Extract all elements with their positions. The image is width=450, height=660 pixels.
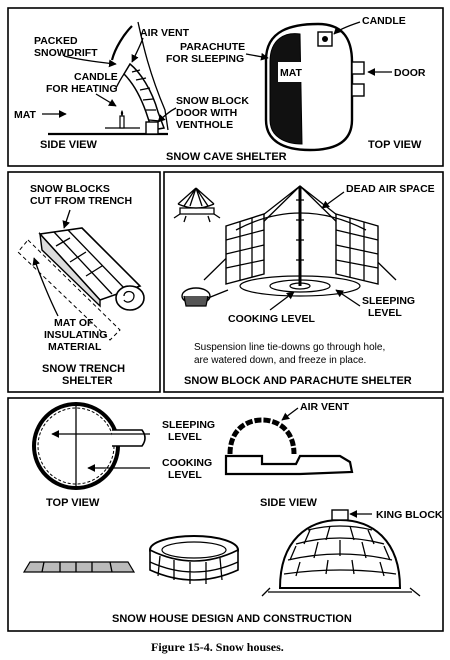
- label-packed-snowdrift: PACKED: [34, 35, 78, 47]
- label-house-cooking-2: LEVEL: [168, 469, 202, 481]
- label-king-block: KING BLOCK: [376, 509, 443, 521]
- caption-house-top-view: TOP VIEW: [46, 497, 100, 509]
- label-cooking-level: COOKING LEVEL: [228, 313, 316, 325]
- label-sleeping-level-2: LEVEL: [368, 307, 402, 319]
- panel-snow-house-frame: [7, 397, 444, 632]
- label-snow-block-door-2: DOOR WITH: [176, 107, 237, 119]
- label-snow-block-door-3: VENTHOLE: [176, 119, 233, 131]
- label-parachute-sleeping: PARACHUTE: [180, 41, 245, 53]
- caption-snow-trench-2: SHELTER: [62, 375, 113, 387]
- label-house-air-vent: AIR VENT: [300, 401, 350, 413]
- label-snow-block-door: SNOW BLOCK: [176, 95, 249, 107]
- caption-house-side-view: SIDE VIEW: [260, 497, 317, 509]
- caption-cave-side-view: SIDE VIEW: [40, 139, 97, 151]
- label-snow-blocks: SNOW BLOCKS: [30, 183, 110, 195]
- note-suspension-lines-2: are watered down, and freeze in place.: [194, 355, 366, 366]
- note-suspension-lines: Suspension line tie-downs go through hol…: [194, 342, 385, 353]
- label-candle-heating-2: FOR HEATING: [46, 83, 118, 95]
- panel-snow-cave-frame: [7, 7, 444, 167]
- label-door-top: DOOR: [394, 67, 426, 79]
- label-insulating-mat: MAT OF: [54, 317, 94, 329]
- label-air-vent-side: AIR VENT: [140, 27, 190, 39]
- label-candle-heating: CANDLE: [74, 71, 118, 83]
- label-mat-top: MAT: [280, 67, 303, 79]
- caption-snow-cave-shelter: SNOW CAVE SHELTER: [166, 151, 287, 163]
- label-mat-side: MAT: [14, 109, 37, 121]
- label-sleeping-level: SLEEPING: [362, 295, 415, 307]
- label-house-sleeping: SLEEPING: [162, 419, 215, 431]
- caption-snow-house-design: SNOW HOUSE DESIGN AND CONSTRUCTION: [112, 613, 352, 625]
- label-parachute-sleeping-2: FOR SLEEPING: [166, 53, 244, 65]
- snow-cave-side-view: [42, 21, 177, 136]
- label-snow-blocks-2: CUT FROM TRENCH: [30, 195, 132, 207]
- caption-snow-trench: SNOW TRENCH: [42, 363, 125, 375]
- snow-house-side-view: [224, 407, 354, 476]
- caption-cave-top-view: TOP VIEW: [368, 139, 422, 151]
- snow-house-construction: [22, 509, 421, 597]
- snow-house-top-view: [32, 402, 150, 490]
- snow-cave-top-view: [245, 21, 392, 152]
- figure-caption: Figure 15-4. Snow houses.: [151, 640, 284, 654]
- label-house-cooking: COOKING: [162, 457, 212, 469]
- label-insulating-mat-3: MATERIAL: [48, 341, 102, 353]
- label-house-sleeping-2: LEVEL: [168, 431, 202, 443]
- parachute-shelter-illustration: [173, 185, 397, 311]
- label-dead-air-space: DEAD AIR SPACE: [346, 183, 435, 195]
- panel-snow-trench-frame: [7, 171, 161, 393]
- snow-trench-illustration: [17, 209, 145, 341]
- caption-parachute-shelter: SNOW BLOCK AND PARACHUTE SHELTER: [184, 375, 412, 387]
- label-insulating-mat-2: INSULATING: [44, 329, 107, 341]
- label-packed-snowdrift-2: SNOWDRIFT: [34, 47, 98, 59]
- panel-parachute-frame: [163, 171, 444, 393]
- label-candle-top: CANDLE: [362, 15, 406, 27]
